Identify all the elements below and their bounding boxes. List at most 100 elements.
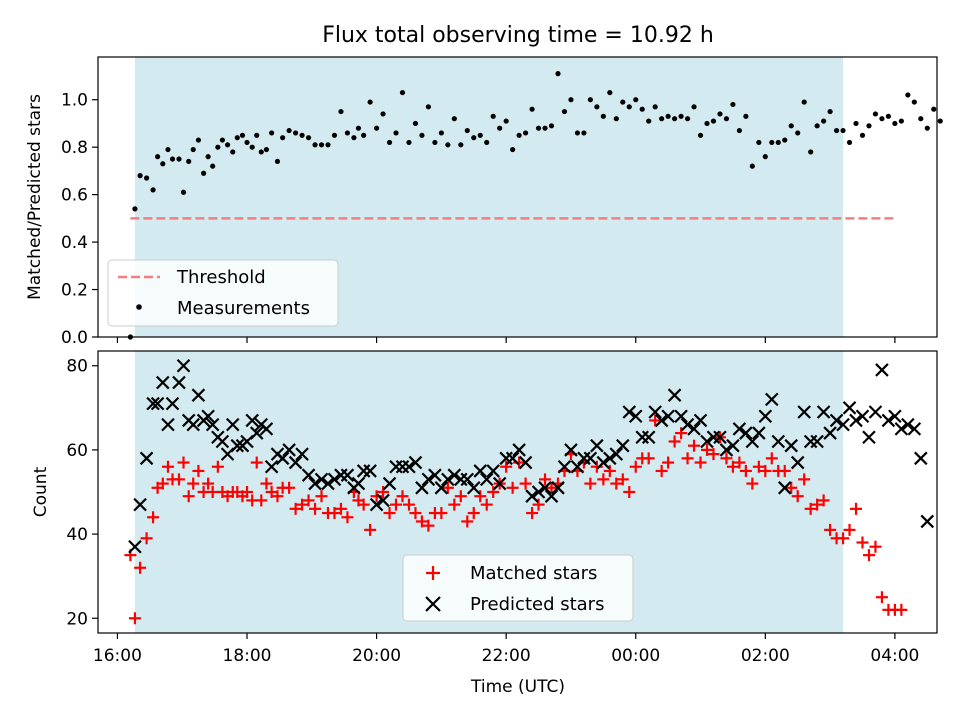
ratio-y-tick-label: 0.0 — [61, 328, 88, 348]
measurement-point — [814, 123, 820, 129]
measurement-point — [516, 132, 522, 138]
predicted-star-point-b — [654, 413, 669, 428]
matched-star-point — [817, 494, 830, 507]
matched-star-point — [739, 464, 752, 477]
measurement-point — [438, 130, 444, 136]
matched-star-point — [804, 502, 817, 515]
predicted-star-point — [836, 417, 850, 432]
ratio-x-ticks — [116, 337, 896, 343]
measurement-point — [931, 106, 937, 112]
predicted-star-point — [894, 422, 909, 436]
measurement-point — [176, 156, 182, 162]
measurement-point — [691, 104, 697, 110]
matched-star-point — [241, 486, 254, 498]
predicted-star-point — [609, 447, 624, 461]
measurement-point — [937, 118, 943, 124]
matched-star-point — [668, 435, 681, 448]
measurement-point — [305, 135, 312, 141]
predicted-star-point-b — [295, 447, 309, 461]
matched-star-point — [623, 486, 636, 498]
predicted-star-point — [369, 497, 384, 512]
measurement-point — [859, 132, 866, 138]
matched-star-point — [134, 561, 147, 574]
predicted-star-point-b — [641, 430, 656, 445]
predicted-star-point-b — [693, 413, 708, 428]
matched-star-point — [746, 477, 759, 490]
predicted-star-point-b — [842, 401, 857, 415]
matched-star-point — [701, 443, 714, 456]
predicted-star-point — [538, 481, 552, 495]
ratio-panel: 0.0 0.2 0.4 0.6 0.8 1.0 Matched/Predicted sta… — [25, 56, 943, 348]
matched-star-point — [334, 502, 347, 515]
measurement-point — [620, 99, 626, 105]
predicted-star-point — [259, 422, 274, 436]
measurement-point — [230, 149, 236, 155]
predicted-star-point — [447, 468, 462, 482]
measurement-point — [497, 125, 503, 131]
matched-star-point — [467, 507, 480, 520]
predicted-star-point-b — [849, 413, 863, 428]
matched-star-point — [390, 498, 403, 511]
matched-star-point — [435, 507, 448, 520]
measurement-point — [840, 127, 846, 134]
predicted-star-point — [564, 443, 578, 457]
predicted-star-point — [641, 430, 656, 445]
predicted-star-point-b — [628, 409, 643, 424]
predicted-star-point-b — [603, 451, 617, 466]
predicted-star-point-b — [648, 405, 662, 419]
predicted-star-point — [590, 438, 604, 453]
predicted-star-point — [275, 451, 290, 466]
predicted-star-point-b — [156, 375, 170, 390]
predicted-star-point — [428, 468, 442, 482]
ratio-y-tick-label: 1.0 — [61, 91, 88, 111]
matched-star-point — [603, 464, 616, 477]
predicted-star-point-b — [719, 443, 734, 457]
predicted-star-point-b — [363, 464, 377, 478]
measurement-point — [568, 97, 574, 103]
measurement-point — [762, 154, 768, 160]
matched-star-point — [875, 591, 888, 604]
predicted-star-point-b — [161, 417, 175, 432]
measurement-point — [258, 149, 264, 155]
predicted-star-point — [829, 413, 844, 428]
measurement-point — [885, 113, 892, 119]
predicted-star-point-b — [583, 451, 598, 466]
ratio-panel-frame — [97, 56, 938, 338]
predicted-star-point — [460, 472, 475, 487]
ratio-y-tick-label: 0.6 — [61, 186, 88, 206]
predicted-star-point — [777, 481, 792, 495]
measurement-point — [471, 135, 477, 141]
predicted-star-point-b — [771, 434, 786, 449]
predicted-star-points — [128, 358, 935, 554]
predicted-star-point-b — [133, 497, 147, 512]
predicted-star-point — [726, 438, 740, 453]
predicted-star-point-b — [875, 363, 889, 377]
matched-star-point — [402, 498, 415, 511]
predicted-star-point — [583, 451, 598, 466]
predicted-star-point — [408, 455, 423, 470]
measurement-point — [205, 154, 211, 160]
matched-star-point — [315, 490, 328, 503]
predicted-star-point-b — [901, 417, 915, 432]
predicted-star-point — [128, 539, 142, 554]
predicted-star-point — [512, 443, 526, 457]
predicted-star-point — [739, 426, 753, 440]
matched-star-point — [161, 460, 174, 473]
measurement-point — [730, 101, 736, 108]
count-y-tick-label: 20 — [66, 609, 88, 629]
predicted-star-point — [667, 388, 682, 402]
measurement-point — [234, 135, 240, 141]
matched-star-point — [629, 460, 642, 473]
matched-star-point — [370, 490, 383, 503]
matched-star-point — [733, 456, 746, 469]
predicted-star-point-b — [340, 468, 355, 482]
measurement-point — [594, 104, 600, 110]
matched-star-point — [642, 452, 655, 465]
measurement-point — [254, 132, 260, 138]
matched-star-point — [616, 473, 629, 486]
predicted-legend-label: Predicted stars — [470, 594, 604, 615]
measurement-point — [879, 116, 885, 122]
measurement-point — [535, 125, 542, 131]
predicted-star-point — [881, 413, 896, 428]
predicted-star-point — [732, 422, 747, 436]
